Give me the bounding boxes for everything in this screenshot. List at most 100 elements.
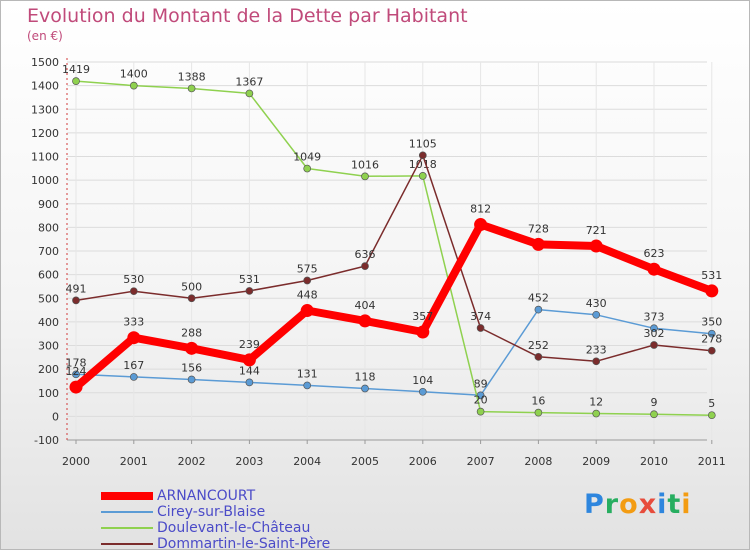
data-point <box>647 262 661 276</box>
data-label: 357 <box>412 310 433 323</box>
data-label: 575 <box>297 263 318 276</box>
logo-letter: t <box>667 489 682 520</box>
data-label: 728 <box>528 222 549 235</box>
logo-letter: x <box>638 489 658 520</box>
legend-swatch <box>101 511 153 513</box>
data-point <box>534 305 543 314</box>
x-tick-label: 2005 <box>351 455 379 468</box>
series-line-2 <box>75 80 713 416</box>
x-tick-label: 2008 <box>524 455 552 468</box>
x-tick-label: 2002 <box>178 455 206 468</box>
data-label: 1419 <box>62 63 90 76</box>
data-point <box>185 341 199 355</box>
chart-subtitle: (en €) <box>27 29 63 43</box>
data-label: 1049 <box>293 151 321 164</box>
data-point <box>69 380 83 394</box>
data-label: 156 <box>181 362 202 375</box>
legend-label: Doulevant-le-Château <box>157 520 311 536</box>
data-point <box>129 373 138 381</box>
data-label: 288 <box>181 326 202 339</box>
data-point <box>300 304 314 318</box>
data-label: 5 <box>708 397 715 410</box>
data-point <box>531 237 545 251</box>
data-label: 144 <box>239 364 260 377</box>
chart-title: Evolution du Montant de la Dette par Hab… <box>27 5 468 27</box>
data-point <box>361 262 369 270</box>
data-point <box>72 370 80 379</box>
data-point <box>361 172 369 181</box>
data-label: 491 <box>66 282 87 295</box>
data-label: 530 <box>123 273 144 286</box>
data-label: 1388 <box>178 70 206 83</box>
data-label: 404 <box>355 299 376 312</box>
data-point <box>129 81 138 90</box>
data-label: 278 <box>701 333 722 346</box>
data-point <box>476 407 485 416</box>
data-point <box>358 314 372 328</box>
data-point <box>127 331 141 345</box>
y-tick-label: 400 <box>38 316 59 329</box>
data-label: 430 <box>586 297 607 310</box>
series-line-1 <box>75 308 713 397</box>
data-point <box>707 346 716 355</box>
y-tick-label: 100 <box>38 387 59 400</box>
logo-letter: P <box>584 489 605 520</box>
data-point <box>242 353 256 367</box>
y-tick-label: 1400 <box>31 80 59 93</box>
data-label: 623 <box>644 247 665 260</box>
data-point <box>592 357 601 366</box>
x-tick-label: 2011 <box>698 455 726 468</box>
logo-letter: i <box>681 489 692 520</box>
x-tick-label: 2000 <box>62 455 90 468</box>
y-tick-label: 1100 <box>31 151 59 164</box>
legend-item: Dommartin-le-Saint-Père <box>101 536 330 552</box>
data-label: 448 <box>297 289 318 302</box>
logo-letter: r <box>604 489 620 520</box>
data-point <box>534 352 543 361</box>
data-point <box>72 296 80 305</box>
data-point <box>361 384 369 393</box>
y-tick-label: 700 <box>38 245 59 258</box>
data-point <box>245 89 254 98</box>
y-tick-label: 300 <box>38 340 59 353</box>
series-line-3 <box>75 154 713 363</box>
data-label: 721 <box>586 224 607 237</box>
logo-letter: o <box>619 489 639 520</box>
data-label: 1105 <box>409 137 437 150</box>
data-point <box>303 276 312 285</box>
data-label: 9 <box>651 396 658 409</box>
data-label: 233 <box>586 343 607 356</box>
data-label: 178 <box>66 356 87 369</box>
y-tick-label: 1500 <box>31 56 59 69</box>
x-tick-label: 2006 <box>409 455 437 468</box>
data-label: 531 <box>701 269 722 282</box>
data-label: 350 <box>701 316 722 329</box>
legend-item: Cirey-sur-Blaise <box>101 504 265 520</box>
data-point <box>534 408 543 417</box>
data-point <box>650 324 658 333</box>
data-label: 131 <box>297 367 318 380</box>
data-label: 531 <box>239 273 260 286</box>
data-point <box>707 411 716 420</box>
data-point <box>650 341 658 349</box>
data-label: 167 <box>123 359 144 372</box>
data-label: 302 <box>644 327 665 340</box>
data-point <box>129 287 138 296</box>
data-label: 89 <box>474 377 488 390</box>
y-tick-label: 900 <box>38 198 59 211</box>
data-point <box>474 218 488 232</box>
legend-item: Doulevant-le-Château <box>101 520 310 536</box>
x-tick-label: 2001 <box>120 455 148 468</box>
y-tick-label: 1000 <box>31 174 59 187</box>
legend-label: Dommartin-le-Saint-Père <box>157 536 331 552</box>
y-tick-label: 600 <box>38 269 59 282</box>
data-label: 333 <box>123 316 144 329</box>
data-label: 373 <box>644 310 665 323</box>
series-line-0 <box>72 220 716 392</box>
y-tick-label: 0 <box>52 410 59 423</box>
data-point <box>418 387 427 396</box>
data-label: 20 <box>474 394 488 407</box>
data-point <box>416 325 430 339</box>
data-label: 1367 <box>235 75 263 88</box>
data-label: 1018 <box>409 158 437 171</box>
